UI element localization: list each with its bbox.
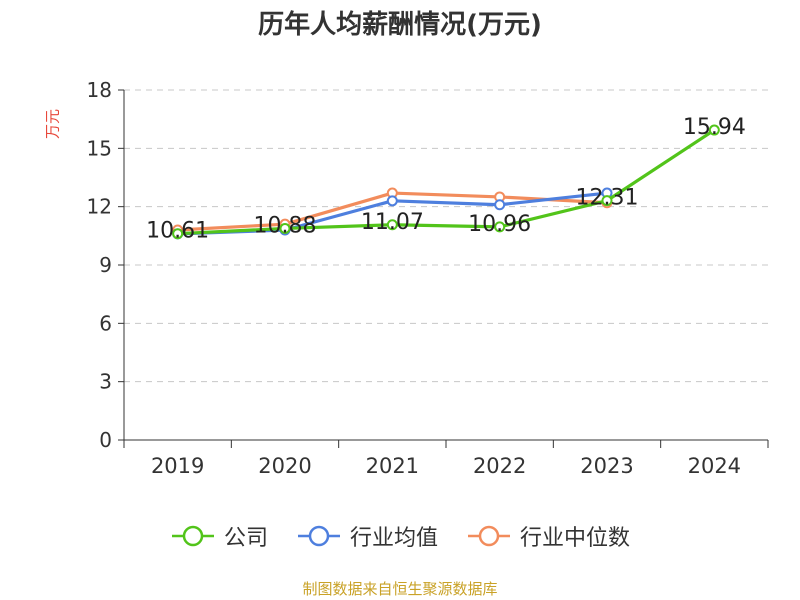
series-layer xyxy=(172,124,720,240)
x-tick-label: 2023 xyxy=(580,454,633,478)
y-tick-label: 12 xyxy=(87,195,112,219)
y-tick-label: 9 xyxy=(99,253,112,277)
legend-label-industry-median: 行业中位数 xyxy=(520,526,631,551)
x-tick-label: 2020 xyxy=(258,454,311,478)
x-tick-label: 2021 xyxy=(366,454,419,478)
legend-item-industry-median[interactable]: 行业中位数 xyxy=(466,520,630,552)
y-tick-label: 6 xyxy=(99,311,112,335)
data-label-layer: 10.61 10.88 11.07 10.96 12.31 15.94 xyxy=(146,115,746,244)
legend: 公司 行业均值 行业中位数 xyxy=(0,520,800,552)
legend-label-industry-mean: 行业均值 xyxy=(349,526,438,551)
y-tick-label: 3 xyxy=(99,370,112,394)
line-chart: 0 3 6 9 12 15 18 2019 2020 2021 2022 2023 2024 10.61… xyxy=(87,78,769,478)
data-point xyxy=(494,199,506,211)
data-label: 10.61 xyxy=(146,219,209,244)
legend-swatch-company xyxy=(171,525,214,547)
data-point xyxy=(494,221,506,233)
x-tick-label: 2024 xyxy=(688,454,741,478)
data-label: 10.88 xyxy=(254,213,317,238)
y-tick-label: 15 xyxy=(87,136,112,160)
data-label: 12.31 xyxy=(576,186,639,211)
legend-item-industry-mean[interactable]: 行业均值 xyxy=(296,520,438,552)
data-label: 15.94 xyxy=(683,115,746,140)
chart-title: 历年人均薪酬情况(万元) xyxy=(258,10,542,40)
y-tick-label: 0 xyxy=(99,428,112,452)
data-point xyxy=(172,228,184,240)
series-line xyxy=(176,128,716,236)
grid-layer xyxy=(124,89,768,383)
data-point xyxy=(386,219,398,231)
x-tick-label: 2022 xyxy=(473,454,526,478)
data-label: 11.07 xyxy=(361,210,424,235)
y-tick-label: 18 xyxy=(87,78,112,102)
data-label: 10.96 xyxy=(468,212,531,237)
legend-swatch-industry-median xyxy=(468,525,510,547)
data-point xyxy=(601,195,613,207)
data-point xyxy=(708,124,720,136)
data-point xyxy=(279,222,291,234)
legend-label-company: 公司 xyxy=(223,526,268,551)
legend-swatch-industry-mean xyxy=(297,525,340,547)
x-tick-label: 2019 xyxy=(151,454,204,478)
axis-layer: 0 3 6 9 12 15 18 2019 2020 2021 2022 2023 2024 xyxy=(87,78,769,478)
data-source-note: 制图数据来自恒生聚源数据库 xyxy=(302,580,498,598)
data-point xyxy=(386,195,398,207)
legend-item-company[interactable]: 公司 xyxy=(170,520,268,552)
